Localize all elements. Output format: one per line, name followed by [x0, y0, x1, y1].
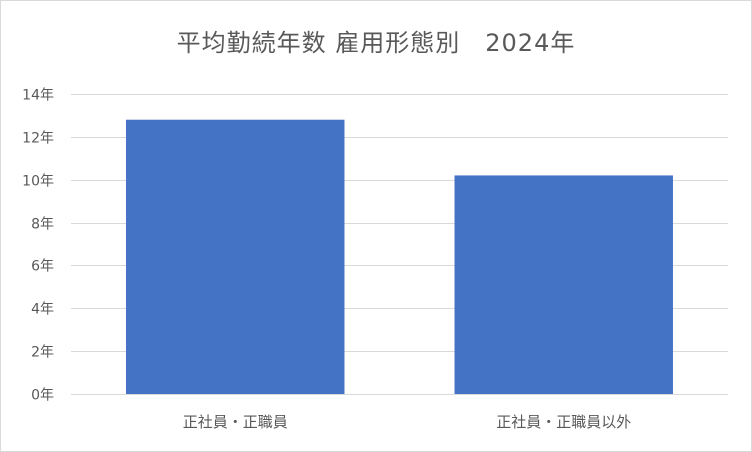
x-category-label: 正社員・正職員 — [183, 413, 288, 431]
y-tick-label: 12年 — [22, 131, 54, 147]
y-tick-label: 0年 — [31, 388, 54, 404]
y-tick-label: 4年 — [31, 302, 54, 318]
chart-title: 平均勤続年数 雇用形態別 2024年 — [176, 29, 576, 57]
bar — [126, 119, 345, 394]
x-category-label: 正社員・正職員以外 — [496, 413, 631, 431]
y-tick-label: 8年 — [31, 217, 54, 233]
bar — [454, 175, 673, 394]
y-tick-label: 6年 — [31, 259, 54, 275]
y-tick-label: 2年 — [31, 345, 54, 361]
y-tick-label: 10年 — [22, 174, 54, 190]
y-tick-label: 14年 — [22, 88, 54, 104]
